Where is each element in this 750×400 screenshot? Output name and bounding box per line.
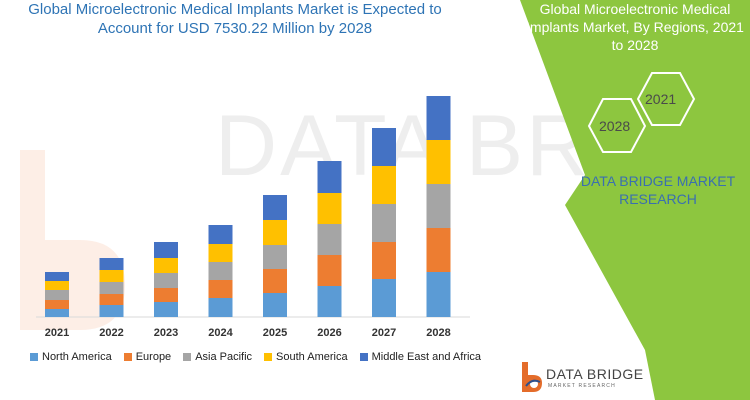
- bar-segment-2028-asia-pacific: [426, 184, 451, 228]
- bar-segment-2027-middle-east-and-africa: [372, 128, 396, 166]
- legend-label: Europe: [135, 351, 172, 363]
- bar-segment-2025-europe: [263, 269, 287, 293]
- x-tick-label-2025: 2025: [263, 327, 287, 339]
- bar-segment-2021-asia-pacific: [45, 290, 69, 300]
- brand-text: DATA BRIDGE MARKET RESEARCH: [580, 173, 736, 207]
- legend-item-europe: Europe: [123, 351, 172, 363]
- bar-segment-2025-asia-pacific: [263, 245, 287, 269]
- logo-subtitle: MARKET RESEARCH: [548, 383, 616, 389]
- bar-segment-2027-europe: [372, 242, 396, 279]
- logo-mark-icon: [522, 362, 542, 392]
- logo-name: DATA BRIDGE: [546, 366, 644, 382]
- bar-segment-2022-north-america: [99, 305, 124, 317]
- bar-segment-2023-south-america: [154, 258, 178, 273]
- bar-segment-2024-europe: [208, 280, 233, 298]
- x-tick-label-2024: 2024: [208, 327, 233, 339]
- side-panel-title: Global Microelectronic Medical Implants …: [526, 1, 744, 53]
- bar-segment-2026-middle-east-and-africa: [317, 161, 342, 193]
- legend-label: South America: [276, 351, 348, 363]
- legend-swatch: [30, 353, 38, 361]
- bar-segment-2021-south-america: [45, 281, 69, 290]
- x-tick-label-2028: 2028: [426, 327, 450, 339]
- bar-segment-2028-middle-east-and-africa: [426, 96, 451, 140]
- hexagon-2028-shape: [587, 98, 647, 153]
- bar-segment-2028-north-america: [426, 272, 451, 317]
- bar-segment-2024-middle-east-and-africa: [208, 225, 233, 244]
- bar-segment-2026-europe: [317, 255, 342, 286]
- legend-item-north-america: North America: [30, 351, 112, 363]
- bar-segment-2023-middle-east-and-africa: [154, 242, 178, 258]
- x-tick-label-2022: 2022: [99, 327, 123, 339]
- bar-segment-2025-middle-east-and-africa: [263, 195, 287, 220]
- legend-swatch: [183, 353, 192, 361]
- bar-segment-2022-south-america: [99, 270, 124, 282]
- legend-swatch: [123, 353, 132, 361]
- company-logo: DATA BRIDGE MARKET RESEARCH: [516, 356, 666, 396]
- bar-segment-2023-north-america: [154, 302, 178, 317]
- legend-item-south-america: South America: [264, 351, 348, 363]
- x-tick-label-2021: 2021: [45, 327, 69, 339]
- bar-segment-2026-south-america: [317, 193, 342, 224]
- bar-segment-2027-asia-pacific: [372, 204, 396, 242]
- legend-label: Asia Pacific: [195, 351, 253, 363]
- bar-segment-2021-middle-east-and-africa: [45, 272, 69, 281]
- bar-segment-2024-asia-pacific: [208, 262, 233, 280]
- bar-segment-2021-europe: [45, 300, 69, 309]
- bar-segment-2022-europe: [99, 294, 124, 305]
- legend-swatch: [264, 353, 273, 361]
- bar-segment-2028-south-america: [426, 140, 451, 184]
- legend-label: North America: [42, 351, 112, 363]
- hexagon-label-2028: 2028: [599, 118, 631, 134]
- legend-item-middle-east-and-africa: Middle East and Africa: [359, 351, 482, 363]
- bar-segment-2026-asia-pacific: [317, 224, 342, 255]
- legend-label: Middle East and Africa: [371, 351, 482, 363]
- x-tick-label-2026: 2026: [317, 327, 341, 339]
- bar-segment-2021-north-america: [45, 309, 69, 317]
- bar-segment-2022-asia-pacific: [99, 282, 124, 294]
- bar-segment-2027-south-america: [372, 166, 396, 204]
- bar-segment-2023-europe: [154, 288, 178, 302]
- bar-segment-2025-north-america: [263, 293, 287, 317]
- bar-segment-2022-middle-east-and-africa: [99, 258, 124, 270]
- hexagon-2021-shape: [636, 72, 696, 126]
- chart-title: Global Microelectronic Medical Implants …: [28, 1, 442, 37]
- hexagon-label-2021: 2021: [645, 91, 677, 107]
- bar-segment-2028-europe: [426, 228, 451, 272]
- x-tick-label-2023: 2023: [154, 327, 178, 339]
- legend-item-asia-pacific: Asia Pacific: [183, 351, 252, 363]
- chart-legend: North America Europe Asia Pacific South Ame…: [30, 349, 500, 365]
- bar-segment-2023-asia-pacific: [154, 273, 178, 288]
- bar-segment-2024-south-america: [208, 244, 233, 262]
- bar-segment-2026-north-america: [317, 286, 342, 317]
- bar-segment-2024-north-america: [208, 298, 233, 317]
- bar-segment-2027-north-america: [372, 279, 396, 317]
- legend-swatch: [359, 353, 368, 361]
- bar-segment-2025-south-america: [263, 220, 287, 245]
- x-tick-label-2027: 2027: [372, 327, 396, 339]
